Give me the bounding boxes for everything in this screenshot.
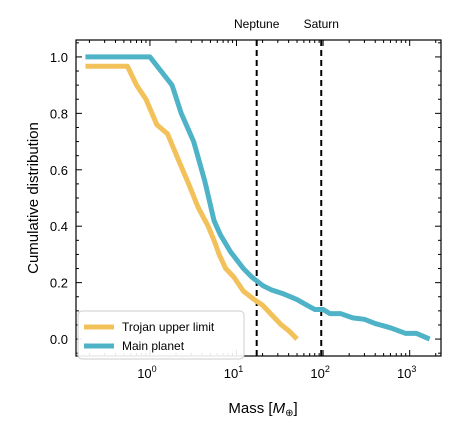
main-planet-legend-label: Main planet <box>122 339 185 353</box>
legend-entries: Trojan upper limit Main planet <box>84 320 215 353</box>
x-tick-base: 10 <box>137 366 151 381</box>
y-tick-label: 0.4 <box>50 219 68 234</box>
y-tick-label: 0.6 <box>50 163 68 178</box>
x-tick-exponent: 2 <box>325 364 330 374</box>
x-tick-base: 10 <box>397 366 411 381</box>
x-axis-title-prefix: Mass [ <box>228 400 273 417</box>
x-axis-title: Mass [M⊕] <box>228 400 297 419</box>
x-tick-exponent: 0 <box>152 364 157 374</box>
neptune-label: Neptune <box>234 17 280 31</box>
x-axis-title-symbol: M <box>273 400 286 417</box>
y-tick-label: 0.0 <box>50 332 68 347</box>
x-tick-label: 100 <box>137 364 156 381</box>
y-tick-label: 0.8 <box>50 106 68 121</box>
legend-box <box>77 310 245 360</box>
y-tick-label: 0.2 <box>50 276 68 291</box>
x-tick-label: 102 <box>310 364 329 381</box>
reference-labels: Neptune Saturn <box>234 17 339 31</box>
y-axis-title: Cumulative distribution <box>25 122 42 274</box>
x-axis-title-subscript: ⊕ <box>285 408 293 419</box>
series-layer <box>85 54 431 342</box>
x-tick-labels: 100 101 102 103 <box>137 364 416 381</box>
main-planet-series-line <box>85 54 431 342</box>
x-axis-title-suffix: ] <box>293 400 297 417</box>
y-tick-labels: 0.0 0.2 0.4 0.6 0.8 1.0 <box>50 50 68 347</box>
x-tick-label: 101 <box>224 364 243 381</box>
trojan-upper-limit-legend-label: Trojan upper limit <box>122 320 215 334</box>
legend: Trojan upper limit Main planet <box>77 310 245 360</box>
x-tick-exponent: 1 <box>238 364 243 374</box>
trojan-upper-limit-series-line <box>85 63 299 341</box>
y-tick-label: 1.0 <box>50 50 68 65</box>
x-tick-base: 10 <box>224 366 238 381</box>
x-tick-exponent: 3 <box>411 364 416 374</box>
saturn-label: Saturn <box>304 17 339 31</box>
x-tick-label: 103 <box>397 364 416 381</box>
x-tick-base: 10 <box>310 366 324 381</box>
